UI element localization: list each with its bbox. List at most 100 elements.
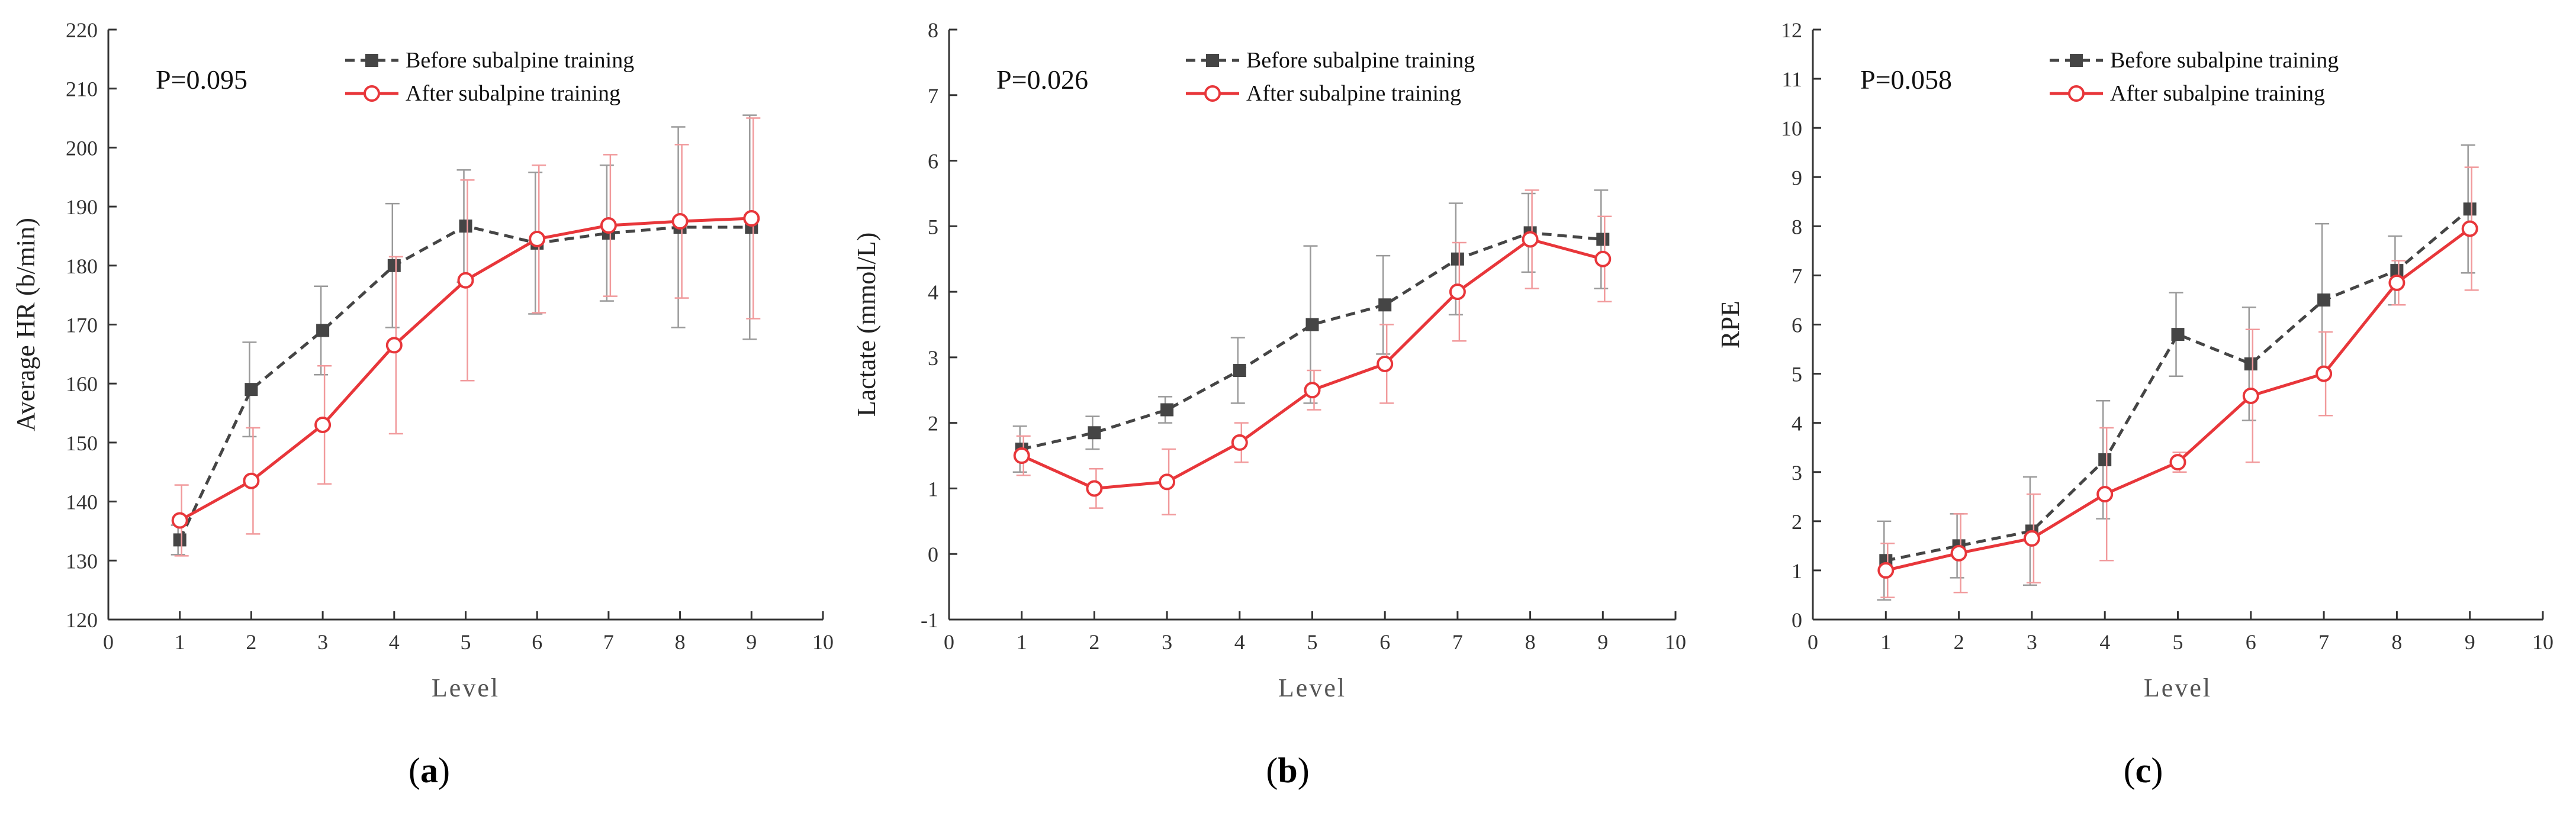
x-axis-title: Level bbox=[1278, 673, 1346, 702]
legend-marker-after bbox=[364, 85, 380, 102]
y-tick-label: 120 bbox=[66, 608, 98, 632]
x-tick-label: 10 bbox=[2532, 630, 2554, 654]
data-point-after bbox=[529, 230, 546, 247]
data-point-after bbox=[2242, 387, 2259, 404]
data-point-before bbox=[1160, 403, 1174, 417]
data-point-after bbox=[314, 416, 332, 433]
series-line-before bbox=[1021, 231, 1603, 451]
x-tick-label: 2 bbox=[1954, 630, 1964, 654]
y-tick-label: 3 bbox=[928, 346, 938, 370]
x-tick-label: 2 bbox=[246, 630, 256, 654]
data-point-before bbox=[2390, 264, 2404, 278]
y-tick-label: 160 bbox=[66, 372, 98, 396]
y-tick-label: 7 bbox=[928, 84, 938, 108]
x-tick-label: 7 bbox=[2318, 630, 2329, 654]
data-point-after bbox=[1594, 250, 1612, 267]
data-point-before bbox=[2171, 328, 2185, 341]
x-tick-label: 7 bbox=[603, 630, 614, 654]
data-point-after bbox=[1086, 480, 1103, 497]
y-tick-label: 4 bbox=[928, 280, 938, 304]
series-after bbox=[171, 117, 761, 557]
data-point-before bbox=[1378, 298, 1392, 312]
y-tick-label: 0 bbox=[928, 543, 938, 566]
y-tick-label: 7 bbox=[1792, 264, 1802, 288]
p-value-label: P=0.095 bbox=[156, 64, 247, 95]
x-axis-title: Level bbox=[432, 673, 500, 702]
y-tick-label: 5 bbox=[1792, 363, 1802, 386]
data-point-before bbox=[1088, 426, 1101, 440]
data-point-before bbox=[2098, 453, 2112, 466]
x-tick-label: 0 bbox=[1808, 630, 1818, 654]
series-line-after bbox=[179, 217, 752, 522]
data-point-after bbox=[457, 272, 474, 289]
x-tick-label: 3 bbox=[1162, 630, 1172, 654]
caption-panel-a: (a) bbox=[409, 751, 450, 790]
data-point-before bbox=[2463, 202, 2477, 216]
legend-marker-before bbox=[1206, 54, 1219, 67]
data-point-after bbox=[671, 213, 689, 230]
data-point-before bbox=[1596, 233, 1610, 246]
legend-label-before: Before subalpine training bbox=[406, 48, 634, 73]
series-after bbox=[1013, 189, 1612, 516]
data-point-after bbox=[1449, 283, 1466, 301]
data-point-after bbox=[2169, 454, 2186, 471]
x-tick-label: 0 bbox=[944, 630, 954, 654]
x-tick-label: 0 bbox=[103, 630, 114, 654]
data-point-before bbox=[387, 259, 401, 272]
data-point-after bbox=[171, 512, 188, 529]
data-point-after bbox=[743, 210, 760, 227]
x-axis-title: Level bbox=[2144, 673, 2212, 702]
data-point-after bbox=[2023, 530, 2040, 547]
x-tick-label: 3 bbox=[2027, 630, 2037, 654]
data-point-before bbox=[2317, 293, 2331, 307]
legend-marker-after bbox=[2068, 85, 2085, 102]
x-tick-label: 5 bbox=[461, 630, 471, 654]
data-point-after bbox=[600, 217, 617, 234]
y-tick-label: 220 bbox=[66, 18, 98, 42]
y-tick-label: 9 bbox=[1792, 166, 1802, 189]
data-point-after bbox=[1159, 473, 1176, 491]
y-tick-label: 190 bbox=[66, 195, 98, 219]
y-tick-label: 1 bbox=[928, 477, 938, 501]
x-tick-label: 9 bbox=[1597, 630, 1608, 654]
series-line-after bbox=[1885, 227, 2471, 572]
x-tick-label: 9 bbox=[2465, 630, 2475, 654]
caption-letter-c: c bbox=[2136, 751, 2152, 790]
data-point-after bbox=[1377, 355, 1394, 372]
caption-letter-a: a bbox=[420, 751, 438, 790]
y-tick-label: -1 bbox=[921, 608, 938, 632]
data-point-after bbox=[2388, 274, 2405, 291]
y-tick-label: 150 bbox=[66, 431, 98, 455]
series-line-after bbox=[1021, 237, 1603, 490]
data-point-before bbox=[245, 383, 258, 396]
x-tick-label: 10 bbox=[1665, 630, 1686, 654]
data-point-after bbox=[1522, 231, 1539, 248]
x-tick-label: 1 bbox=[175, 630, 185, 654]
data-point-after bbox=[1877, 562, 1895, 579]
x-tick-label: 6 bbox=[1379, 630, 1390, 654]
data-point-before bbox=[1451, 252, 1464, 266]
y-tick-label: 140 bbox=[66, 491, 98, 514]
caption-panel-b: (b) bbox=[1266, 751, 1309, 790]
y-tick-label: 2 bbox=[1792, 510, 1802, 534]
y-tick-label: 10 bbox=[1781, 117, 1802, 140]
y-tick-label: 200 bbox=[66, 136, 98, 160]
caption-panel-c: (c) bbox=[2124, 751, 2163, 790]
y-tick-label: 210 bbox=[66, 78, 98, 101]
x-tick-label: 3 bbox=[317, 630, 328, 654]
data-point-after bbox=[243, 472, 260, 489]
data-point-before bbox=[316, 324, 330, 337]
x-tick-label: 10 bbox=[812, 630, 834, 654]
chart-panel-a: 120 130 140 150 160 170 180 190 200 210 220 0 1 2 3 4 5 6… bbox=[11, 18, 834, 702]
y-tick-label: 2 bbox=[928, 412, 938, 436]
series-before bbox=[171, 114, 758, 556]
data-point-after bbox=[2096, 486, 2114, 503]
y-tick-label: 12 bbox=[1781, 18, 1802, 42]
data-point-before bbox=[1305, 318, 1319, 331]
x-tick-label: 2 bbox=[1089, 630, 1099, 654]
legend-label-after: After subalpine training bbox=[406, 81, 620, 106]
y-tick-label: 170 bbox=[66, 314, 98, 337]
